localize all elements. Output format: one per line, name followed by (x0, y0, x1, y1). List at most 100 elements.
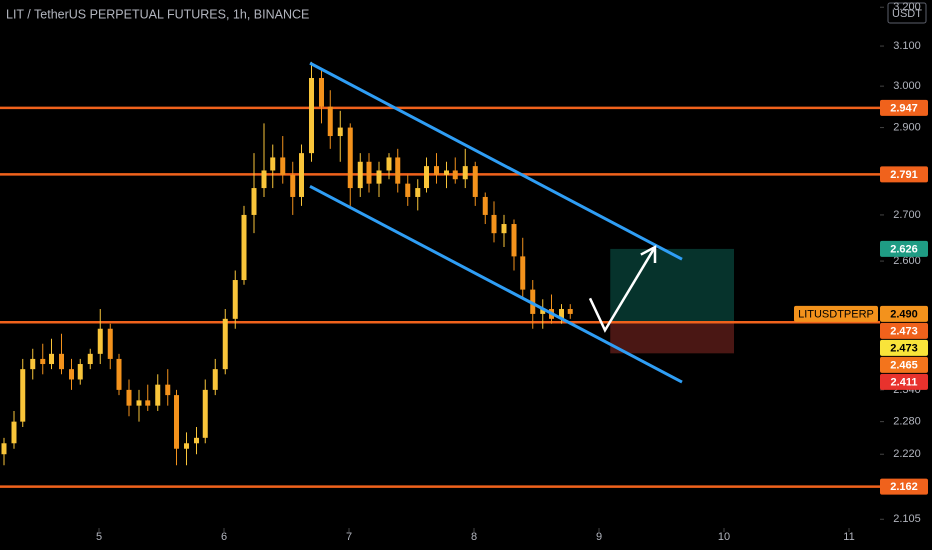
candle-body (174, 395, 179, 449)
candle-body (107, 328, 113, 359)
y-tick-label: 2.105 (893, 513, 921, 525)
target-zone (610, 248, 734, 323)
candle-body (116, 358, 122, 390)
candle-body (232, 280, 238, 319)
candle-body (202, 389, 208, 438)
candle-body (501, 224, 507, 234)
candle-body (366, 161, 372, 184)
candle-body (567, 309, 573, 314)
symbol-tag (794, 305, 878, 322)
candle-body (222, 318, 228, 370)
price-tag-label: 2.473 (890, 325, 918, 337)
candle-body (452, 170, 458, 180)
candle-body (97, 328, 103, 354)
price-tag-label: 2.791 (890, 169, 918, 181)
candle-body (40, 358, 46, 365)
candle-body (77, 364, 83, 380)
y-tick-label: 2.600 (893, 255, 921, 267)
currency-box (887, 2, 927, 24)
price-tag (880, 339, 928, 356)
price-tag-label: 2.162 (890, 481, 918, 493)
stop-zone (610, 322, 734, 354)
price-tag (880, 373, 928, 390)
candle-body (212, 369, 218, 390)
price-tag (880, 305, 928, 322)
y-tick-label: 3.000 (893, 80, 921, 92)
x-tick-label: 10 (718, 531, 730, 543)
x-tick-label: 5 (96, 531, 102, 543)
candle-body (165, 384, 171, 396)
channel-line (309, 61, 683, 261)
y-tick-label: 3.100 (893, 40, 921, 52)
candle-body (376, 170, 382, 184)
candle-body (530, 289, 536, 314)
candle-body (30, 358, 36, 370)
candle-body (559, 309, 564, 319)
y-tick-label: 3.200 (893, 1, 921, 13)
candle-body (327, 106, 333, 137)
price-tag (880, 99, 928, 116)
candle-body (145, 400, 151, 406)
price-tag-label: 2.490 (890, 308, 918, 320)
candle-body (482, 196, 488, 215)
candle-body (270, 157, 276, 171)
candle-body (357, 161, 363, 189)
candle-body (386, 157, 392, 171)
candle-body (462, 166, 468, 180)
y-tick-label: 2.220 (893, 448, 921, 460)
candle-body (434, 166, 439, 175)
candle-body (395, 157, 401, 184)
candle-body (251, 188, 257, 215)
candle-body (241, 214, 247, 281)
candle-body (472, 166, 478, 197)
candle-body (136, 400, 142, 406)
chart-title: LIT / TetherUS PERPETUAL FUTURES, 1h, BI… (6, 7, 309, 21)
channel-line (309, 184, 683, 384)
price-tag (880, 322, 928, 339)
candle-body (337, 127, 343, 137)
x-tick-label: 9 (596, 531, 602, 543)
projection-arrow (588, 246, 657, 333)
x-tick-label: 6 (221, 531, 227, 543)
price-tag (880, 478, 928, 495)
candle-body (405, 183, 411, 197)
x-tick-label: 7 (346, 531, 352, 543)
candle-body (155, 384, 161, 406)
candle-body (319, 78, 324, 107)
candle-body (444, 170, 449, 175)
candle-body (347, 127, 353, 189)
currency-label: USDT (892, 8, 922, 20)
candle-body (87, 353, 93, 365)
price-tag-label: 2.947 (890, 102, 918, 114)
x-tick-label: 8 (471, 531, 477, 543)
candle-body (49, 353, 54, 365)
price-tag-label: 2.411 (891, 376, 918, 388)
candle-body (299, 153, 304, 197)
candle-body (511, 224, 517, 257)
price-tag-label: 2.465 (890, 359, 918, 371)
candle-body (309, 78, 314, 154)
candle-body (194, 437, 199, 444)
candle-body (424, 166, 429, 189)
price-tag (880, 166, 928, 183)
candle-body (261, 170, 267, 189)
candle-body (1, 443, 7, 455)
x-tick-label: 11 (843, 531, 854, 543)
candle-body (184, 443, 189, 449)
candle-body (415, 188, 421, 197)
candle-body (540, 309, 546, 314)
candle-body (491, 214, 497, 234)
candle-body (126, 389, 132, 406)
candle-body (59, 353, 64, 370)
y-tick-label: 2.280 (893, 416, 921, 428)
candle-body (280, 157, 286, 175)
candle-body (520, 256, 526, 290)
candle-body (20, 369, 26, 422)
price-tag (880, 356, 928, 373)
price-tag-label: 2.473 (890, 342, 918, 354)
candle-body (11, 421, 17, 444)
y-tick-label: 2.700 (893, 209, 921, 221)
arrow-head (640, 244, 657, 264)
